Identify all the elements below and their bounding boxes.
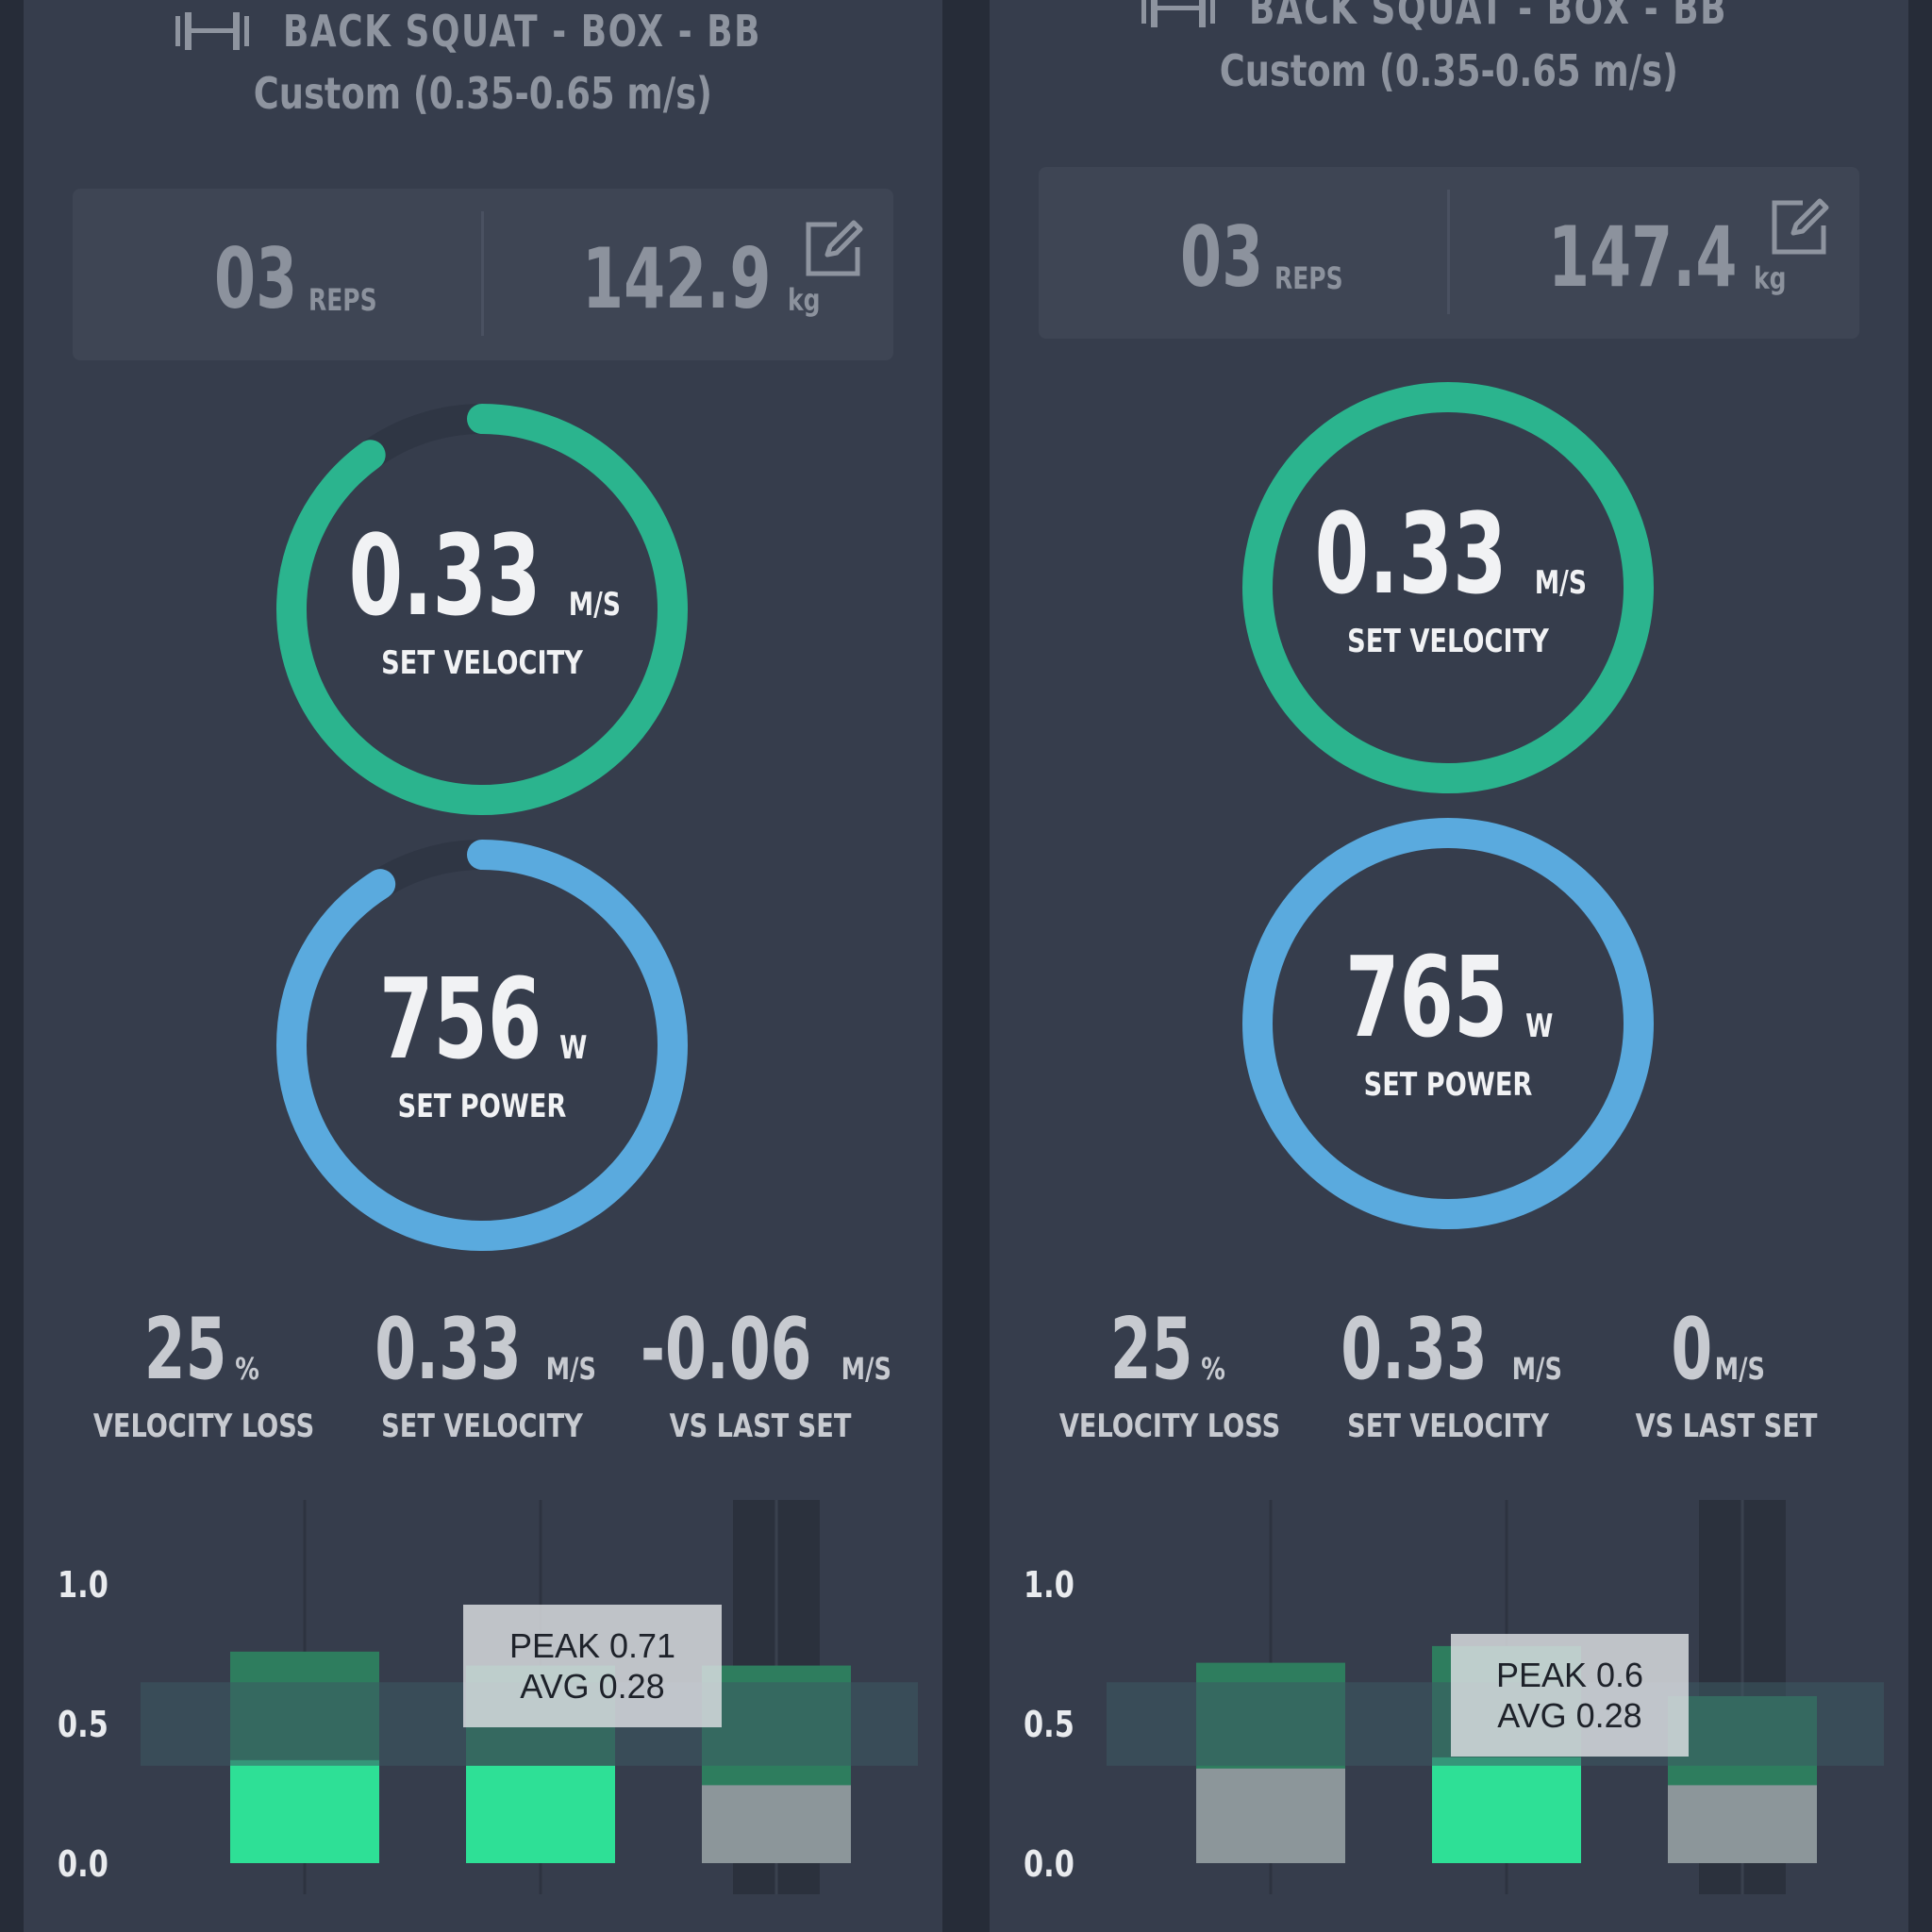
rep-tooltip: PEAK 0.71 AVG 0.28 (463, 1605, 722, 1727)
set-stats-row: 25% VELOCITY LOSS 0.33 M/S SET VELOCITY -… (24, 1307, 942, 1446)
tooltip-peak: PEAK 0.6 (1495, 1656, 1644, 1694)
set-power-label: SET POWER (397, 1088, 567, 1125)
set-power-gauge: 756 W SET POWER (270, 833, 694, 1257)
y-tick-label: 0.0 (1024, 1843, 1074, 1885)
set-velocity-stat: 0.33 M/S SET VELOCITY (374, 1300, 596, 1446)
tooltip-peak: PEAK 0.71 (508, 1626, 676, 1665)
edit-icon[interactable] (1767, 193, 1833, 259)
set-summary-card: 03 REPS 142.9 kg (73, 189, 893, 360)
reps-count: 03 REPS (1180, 208, 1344, 306)
rep-avg-bar[interactable] (466, 1765, 615, 1863)
rep-avg-bar[interactable] (230, 1759, 379, 1863)
exercise-header: BACK SQUAT - BOX - BB Custom (0.35-0.65 … (990, 0, 1908, 96)
set-panel-right: BACK SQUAT - BOX - BB Custom (0.35-0.65 … (990, 0, 1908, 1932)
y-tick-label: 1.0 (58, 1564, 108, 1606)
weight-value: 142.9 kg (582, 230, 821, 327)
vs-last-set-stat: 0M/S VS LAST SET (1635, 1300, 1818, 1446)
exercise-name: BACK SQUAT - BOX - BB (282, 6, 762, 57)
set-summary-card: 03 REPS 147.4 kg (1039, 167, 1859, 339)
exercise-name: BACK SQUAT - BOX - BB (1248, 0, 1728, 34)
set-velocity-label: SET VELOCITY (381, 644, 583, 682)
set-panel-left: BACK SQUAT - BOX - BB Custom (0.35-0.65 … (24, 0, 942, 1932)
tooltip-avg: AVG 0.28 (1497, 1696, 1642, 1735)
barbell-icon (1141, 0, 1215, 27)
gauge-fill (276, 840, 688, 1251)
set-stats-row: 25% VELOCITY LOSS 0.33 M/S SET VELOCITY 0… (990, 1307, 1908, 1446)
rep-avg-bar[interactable] (702, 1785, 851, 1863)
y-tick-label: 0.5 (58, 1704, 108, 1745)
rep-avg-bar[interactable] (1196, 1768, 1345, 1863)
barbell-icon (175, 12, 249, 50)
edit-icon[interactable] (801, 215, 867, 281)
set-velocity-gauge: 0.33 M/S SET VELOCITY (270, 397, 694, 822)
rep-avg-bar[interactable] (1668, 1785, 1817, 1863)
velocity-zone-label: Custom (0.35-0.65 m/s) (253, 68, 713, 119)
vs-last-set-stat: -0.06 M/S VS LAST SET (640, 1300, 892, 1446)
gauge-fill (276, 404, 688, 815)
rep-velocity-chart[interactable]: 1.0 0.5 0.0 PEAK 0.71 AVG 0.28 (24, 1491, 942, 1896)
tooltip-avg: AVG 0.28 (520, 1667, 665, 1706)
set-velocity-stat: 0.33 M/S SET VELOCITY (1340, 1300, 1562, 1446)
set-power-unit: W (559, 1029, 588, 1067)
rep-avg-bar[interactable] (1432, 1757, 1581, 1863)
set-velocity-gauge: 0.33 M/S SET VELOCITY (1236, 375, 1660, 800)
y-tick-label: 1.0 (1024, 1564, 1074, 1606)
weight-value: 147.4 kg (1548, 208, 1787, 306)
set-velocity-label: SET VELOCITY (1347, 623, 1549, 660)
velocity-loss-stat: 25% VELOCITY LOSS (1058, 1300, 1281, 1446)
rep-velocity-chart[interactable]: 1.0 0.5 0.0 PEAK 0.6 AVG 0.28 (990, 1491, 1908, 1896)
set-power-value: 756 (379, 954, 542, 1084)
summary-divider (1447, 190, 1450, 314)
y-tick-label: 0.0 (58, 1843, 108, 1885)
gauge-fill (1242, 818, 1654, 1229)
set-velocity-value: 0.33 (348, 510, 541, 641)
rep-tooltip: PEAK 0.6 AVG 0.28 (1451, 1634, 1689, 1757)
exercise-header: BACK SQUAT - BOX - BB Custom (0.35-0.65 … (24, 6, 942, 119)
velocity-zone-label: Custom (0.35-0.65 m/s) (1219, 45, 1679, 96)
set-power-unit: W (1525, 1008, 1554, 1045)
set-power-label: SET POWER (1363, 1066, 1533, 1104)
reps-count: 03 REPS (214, 230, 378, 327)
set-power-value: 765 (1345, 932, 1508, 1062)
summary-divider (481, 211, 484, 336)
gauge-fill (1242, 382, 1654, 793)
set-power-gauge: 765 W SET POWER (1236, 811, 1660, 1236)
set-velocity-unit: M/S (1534, 564, 1588, 602)
set-velocity-value: 0.33 (1314, 489, 1507, 619)
set-velocity-unit: M/S (568, 586, 622, 624)
velocity-loss-stat: 25% VELOCITY LOSS (92, 1300, 315, 1446)
y-tick-label: 0.5 (1024, 1704, 1074, 1745)
